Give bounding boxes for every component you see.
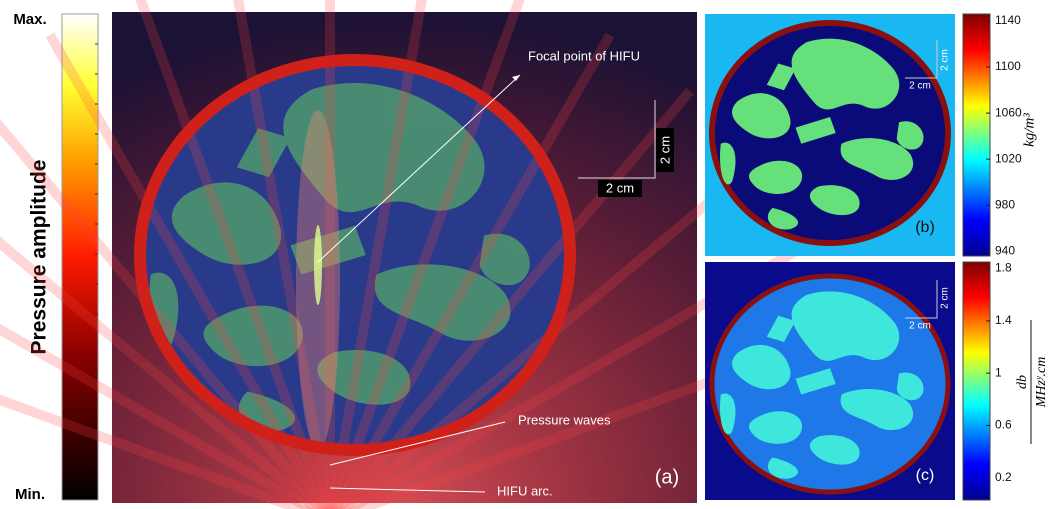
panel-tag: (b)	[915, 219, 935, 236]
colorbar-label-num: db	[1015, 375, 1030, 389]
colorbar-tick-label: 1	[995, 365, 1002, 379]
scale-label: 2 cm	[909, 321, 931, 332]
scale-label: 2 cm	[606, 180, 634, 195]
min-label: Min.	[15, 486, 45, 503]
max-label: Max.	[13, 11, 46, 28]
scale-label: 2 cm	[657, 136, 672, 164]
colorbar-label: kg/m³	[1021, 113, 1037, 147]
colorbar	[963, 262, 990, 500]
colorbar-tick-label: 0.6	[995, 418, 1012, 432]
focal-spot	[314, 225, 322, 305]
scale-label: 2 cm	[940, 287, 951, 309]
colorbar-label-den: MHzʸ.cm	[1034, 357, 1049, 409]
figure: Max. Min. Pressure amplitude Focal point…	[0, 0, 1054, 509]
colorbar-tick-label: 1020	[995, 151, 1022, 165]
focal-label: Focal point of HIFU	[528, 48, 640, 63]
colorbar-tick-label: 1.4	[995, 313, 1012, 327]
colorbar-tick-label: 1140	[995, 13, 1021, 27]
colorbar-tick-label: 1100	[995, 59, 1021, 73]
colorbar	[963, 14, 990, 256]
colorbar-tick-label: 1060	[995, 105, 1022, 119]
colorbar-tick-label: 940	[995, 244, 1015, 258]
scale-label: 2 cm	[909, 81, 931, 92]
arc-label: HIFU arc.	[497, 483, 553, 498]
scale-label: 2 cm	[940, 49, 951, 71]
colorbar-tick-label: 1.8	[995, 261, 1012, 275]
colorbar-tick-label: 0.2	[995, 470, 1012, 484]
colorbar-tick-label: 980	[995, 197, 1015, 211]
panel-tag: (c)	[916, 467, 935, 484]
waves-label: Pressure waves	[518, 412, 611, 427]
panel-tag: (a)	[655, 466, 679, 488]
panel-b: 2 cm 2 cm (b) kg/m³	[705, 14, 1037, 256]
panel-c: 2 cm 2 cm (c) db MHzʸ.cm	[705, 262, 1049, 500]
